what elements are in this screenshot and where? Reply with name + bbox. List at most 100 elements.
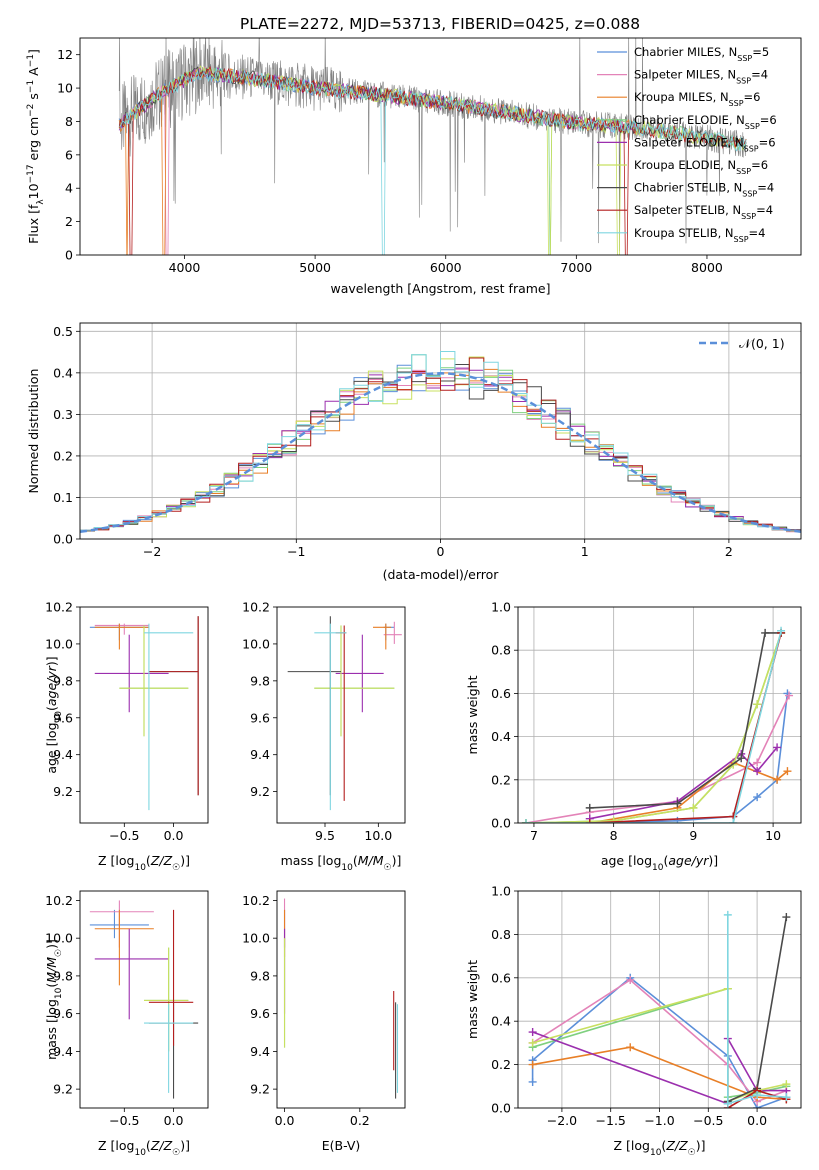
mass-vs-metallicity-marks bbox=[89, 900, 199, 1099]
y-tick-label: 2 bbox=[65, 214, 73, 229]
plot-layer: 4000 5000 6000 7000 8000024681012wavelength … bbox=[26, 37, 802, 1158]
y-tick-label: 10.2 bbox=[45, 600, 73, 615]
y-tick-label: 0.8 bbox=[491, 643, 511, 658]
x-axis-label: Z [log10(Z/Z☉)] bbox=[98, 853, 190, 873]
y-tick-label: 9.4 bbox=[250, 747, 270, 762]
errorbar-point bbox=[94, 928, 169, 1020]
label-part: age [log bbox=[601, 853, 652, 868]
y-tick-label: 0.2 bbox=[491, 772, 511, 787]
legend-sub: SSP bbox=[741, 212, 756, 221]
mass-weight-vs-metallicity-panel: −2.0 −1.5 −1.0 −0.5 0.0 0.0 0.2 0.4 0.6 0.8 1.0 Z [… bbox=[465, 884, 802, 1158]
legend-entry: Salpeter ELODIE, NSSP=6 bbox=[634, 135, 776, 153]
label-part: ( bbox=[353, 853, 358, 868]
weight-series bbox=[585, 743, 782, 823]
errorbar-point bbox=[94, 623, 149, 635]
mass-weight-vs-metallicity-marks bbox=[528, 910, 791, 1108]
age-vs-metallicity-panel: −0.5 0.09.29.49.69.810.010.2Z [log10(Z/Z☉… bbox=[44, 600, 209, 873]
errorbar-point bbox=[148, 616, 199, 796]
label-part: ( bbox=[663, 853, 668, 868]
legend-name: Kroupa MILES, N bbox=[634, 90, 729, 104]
x-tick-label: 0.0 bbox=[164, 1113, 184, 1128]
weight-marker bbox=[521, 819, 530, 823]
label-part: Z [log bbox=[98, 853, 134, 868]
label-part: age [log bbox=[44, 722, 59, 773]
x-tick-label: −0.5 bbox=[109, 828, 139, 843]
weight-line bbox=[525, 632, 782, 823]
x-tick-label: −0.5 bbox=[109, 1113, 139, 1128]
weight-marker bbox=[528, 1077, 537, 1086]
weight-series bbox=[521, 628, 786, 823]
label-part: 10 bbox=[54, 711, 64, 723]
x-tick-label: −0.5 bbox=[693, 1113, 723, 1128]
y-tick-label: 9.6 bbox=[53, 1006, 73, 1021]
label-part: −1 bbox=[26, 80, 36, 93]
y-tick-label: 10.0 bbox=[45, 636, 73, 651]
x-tick-label: 8 bbox=[610, 828, 618, 843]
y-tick-label: 0.4 bbox=[491, 1014, 511, 1029]
axes-frame bbox=[79, 37, 802, 256]
label-part: E(B-V) bbox=[322, 1138, 361, 1153]
errorbar-point bbox=[373, 623, 392, 650]
legend-name: Salpeter MILES, N bbox=[634, 68, 736, 82]
y-tick-label: 0.3 bbox=[53, 407, 73, 422]
y-tick-label: 9.2 bbox=[53, 1082, 73, 1097]
label-part: )] bbox=[708, 853, 718, 868]
mass-vs-metallicity-panel: −0.5 0.09.29.49.69.810.010.2Z [log10(Z/Z☉… bbox=[44, 890, 209, 1158]
y-tick-label: 9.2 bbox=[53, 784, 73, 799]
x-tick-label: 8000 bbox=[691, 260, 723, 275]
weight-marker bbox=[782, 913, 791, 922]
x-tick-label: −2 bbox=[143, 544, 161, 559]
age-vs-mass-panel: 9.5 10.0 9.2 9.4 9.6 9.8 10.0 10.2 mass [log10(M… bbox=[242, 600, 406, 873]
x-tick-label: 9 bbox=[689, 828, 697, 843]
legend-value: =6 bbox=[759, 135, 776, 149]
legend-value: =4 bbox=[749, 226, 766, 240]
age-vs-metallicity-marks bbox=[89, 616, 199, 811]
legend-name: Salpeter ELODIE, N bbox=[634, 135, 744, 149]
y-tick-label: 9.8 bbox=[250, 673, 270, 688]
legend-value: =6 bbox=[744, 90, 761, 104]
x-axis-label: wavelength [Angstrom, rest frame] bbox=[330, 281, 550, 296]
y-tick-label: 0.2 bbox=[53, 448, 73, 463]
weight-series bbox=[521, 691, 794, 823]
x-tick-label: 5000 bbox=[299, 260, 331, 275]
weight-marker bbox=[773, 743, 782, 752]
label-part: ☉ bbox=[54, 949, 64, 957]
weight-marker bbox=[585, 819, 594, 823]
x-tick-label: 7 bbox=[530, 828, 538, 843]
weight-marker bbox=[761, 628, 770, 637]
weight-marker bbox=[673, 799, 682, 808]
label-part: )] bbox=[392, 853, 402, 868]
errorbar-point bbox=[94, 909, 154, 986]
errorbar-point bbox=[148, 616, 199, 796]
weight-marker bbox=[785, 691, 794, 700]
weight-marker bbox=[753, 758, 762, 767]
weight-marker bbox=[585, 803, 594, 812]
weight-line bbox=[526, 761, 788, 823]
weight-line bbox=[525, 632, 782, 823]
model-spectrum bbox=[118, 66, 747, 151]
label-part: )] bbox=[44, 939, 59, 949]
x-axis-label: age [log10(age/yr)] bbox=[601, 853, 718, 873]
model-spectrum bbox=[119, 67, 747, 255]
y-tick-label: 9.8 bbox=[250, 968, 270, 983]
y-tick-label: 9.8 bbox=[53, 968, 73, 983]
y-tick-label: 9.6 bbox=[53, 710, 73, 725]
y-axis-label: Flux [fλ10−17 erg cm−2 s−1 A−1] bbox=[26, 49, 46, 244]
y-tick-label: 0.4 bbox=[491, 729, 511, 744]
data-spectrum bbox=[118, 38, 747, 252]
legend-name: Salpeter STELIB, N bbox=[634, 203, 741, 217]
label-part: M/M bbox=[358, 853, 384, 868]
mass-vs-ebv-marks bbox=[283, 898, 399, 1099]
y-tick-label: 0 bbox=[65, 248, 73, 263]
weight-marker bbox=[753, 1090, 762, 1099]
label-part: s bbox=[26, 93, 41, 104]
label-part: 10 bbox=[134, 863, 146, 873]
y-tick-label: 0.0 bbox=[491, 816, 511, 831]
label-part: Z [log bbox=[98, 1138, 134, 1153]
label-part: 10 bbox=[650, 1148, 662, 1158]
legend-value: =6 bbox=[760, 113, 777, 127]
x-tick-label: 0.0 bbox=[164, 828, 184, 843]
weight-marker bbox=[626, 1043, 635, 1052]
label-part: ] bbox=[26, 49, 41, 54]
